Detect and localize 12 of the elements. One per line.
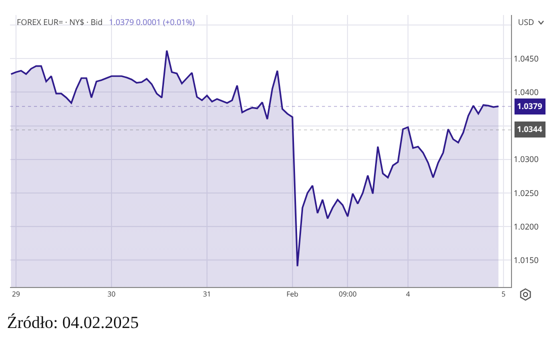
chart-subtitle: 1.0379 0.0001 (+0.01%) [108,16,196,28]
y-tick-label: 1.0450 [514,53,539,64]
y-tick-label: 1.0400 [514,87,539,98]
ref-line-label: 1.0344 [517,124,543,135]
y-tick-label: 1.0150 [514,254,539,266]
y-axis-title: USD [518,17,534,28]
ref-line-label: 1.0379 [517,101,543,112]
y-tick-label: 1.0250 [514,188,539,199]
chart-title: FOREX EUR= · NY$ · Bid [16,16,103,28]
y-tick-label: 1.0300 [514,154,539,166]
text: Źródło: 04.02.2025 [7,313,139,332]
y-tick-label: 1.0200 [514,221,539,232]
